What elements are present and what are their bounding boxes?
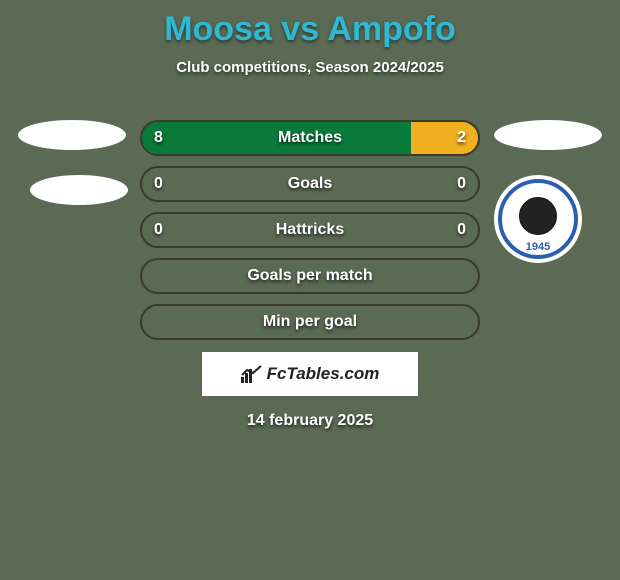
- club-badge-icon: 1945: [494, 175, 582, 263]
- attribution-text: FcTables.com: [267, 364, 380, 384]
- stat-label: Hattricks: [142, 221, 478, 239]
- stat-row: Min per goal: [140, 304, 480, 340]
- stat-label: Goals per match: [142, 267, 478, 285]
- oval-logo-icon: [18, 120, 126, 150]
- oval-logo-icon: [30, 175, 128, 205]
- stats-panel: 82Matches 00Goals 00Hattricks Goals per mat…: [140, 120, 480, 430]
- stat-row: 00Hattricks: [140, 212, 480, 248]
- stat-label: Goals: [142, 175, 478, 193]
- chart-icon: [241, 365, 263, 383]
- player-right-logos: 1945: [494, 120, 602, 263]
- stat-label: Min per goal: [142, 313, 478, 331]
- stat-row: 00Goals: [140, 166, 480, 202]
- page-title: Moosa vs Ampofo: [0, 0, 620, 49]
- player-left-logos: [18, 120, 128, 230]
- stat-label: Matches: [142, 129, 478, 147]
- date-label: 14 february 2025: [140, 412, 480, 430]
- club-year: 1945: [526, 241, 550, 253]
- stat-row: Goals per match: [140, 258, 480, 294]
- attribution-badge: FcTables.com: [202, 352, 418, 396]
- page-subtitle: Club competitions, Season 2024/2025: [0, 59, 620, 76]
- oval-logo-icon: [494, 120, 602, 150]
- stat-row: 82Matches: [140, 120, 480, 156]
